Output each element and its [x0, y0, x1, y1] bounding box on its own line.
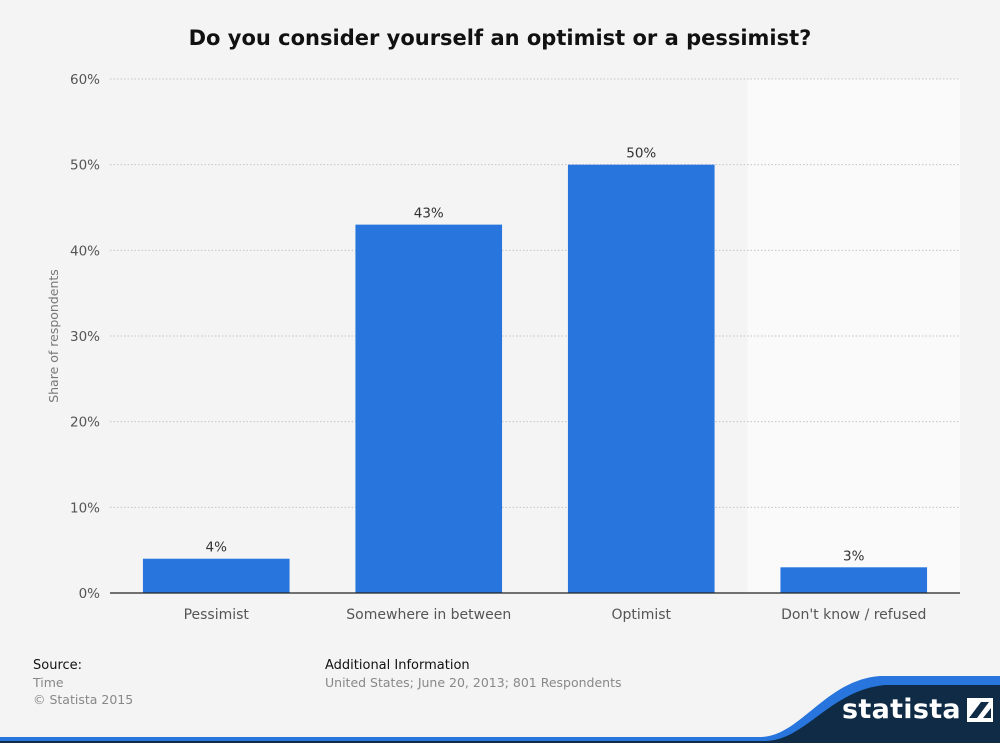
bar-value-label: 50%: [626, 146, 656, 162]
y-tick-label: 10%: [70, 500, 100, 516]
bar-value-label: 3%: [843, 548, 865, 564]
x-tick-label: Pessimist: [184, 607, 250, 623]
source-heading: Source:: [33, 658, 83, 673]
bar: [355, 224, 503, 593]
footer-source: Source: Time © Statista 2015: [33, 657, 133, 708]
y-tick-label: 40%: [70, 243, 100, 259]
bar: [142, 558, 290, 593]
y-tick-label: 20%: [70, 415, 100, 431]
bars: [142, 164, 928, 593]
grid-lines: [110, 78, 960, 508]
y-axis-title: Share of respondents: [46, 269, 61, 403]
y-tick-label: 30%: [70, 329, 100, 345]
statista-logo-icon: [966, 697, 993, 722]
x-tick-label: Somewhere in between: [346, 607, 511, 623]
x-tick-label: Don't know / refused: [781, 607, 926, 623]
footer-additional-info: Additional Information United States; Ju…: [325, 657, 622, 691]
bar-value-label: 4%: [206, 540, 228, 556]
source-line-copyright: © Statista 2015: [33, 692, 134, 707]
statista-logo: statista: [842, 694, 993, 725]
y-axis-tick-labels: 0% 10% 20% 30% 40% 50% 60%: [70, 72, 100, 602]
additional-info-heading: Additional Information: [325, 658, 470, 673]
bar: [567, 164, 715, 593]
y-tick-label: 0%: [79, 586, 101, 602]
source-line-publisher: Time: [33, 675, 64, 690]
bar-value-label: 43%: [414, 206, 444, 222]
x-axis-category-labels: Pessimist Somewhere in between Optimist Don…: [184, 607, 927, 623]
brand-band-main: [0, 685, 1000, 743]
x-tick-label: Optimist: [611, 607, 671, 623]
additional-info-text: United States; June 20, 2013; 801 Respon…: [325, 675, 622, 690]
chart-title: Do you consider yourself an optimist or …: [188, 26, 812, 50]
y-tick-label: 60%: [70, 72, 100, 88]
bar: [780, 567, 928, 593]
brand-name: statista: [842, 694, 961, 725]
bar-value-labels: 4% 43% 50% 3%: [206, 146, 865, 565]
y-tick-label: 50%: [70, 158, 100, 174]
